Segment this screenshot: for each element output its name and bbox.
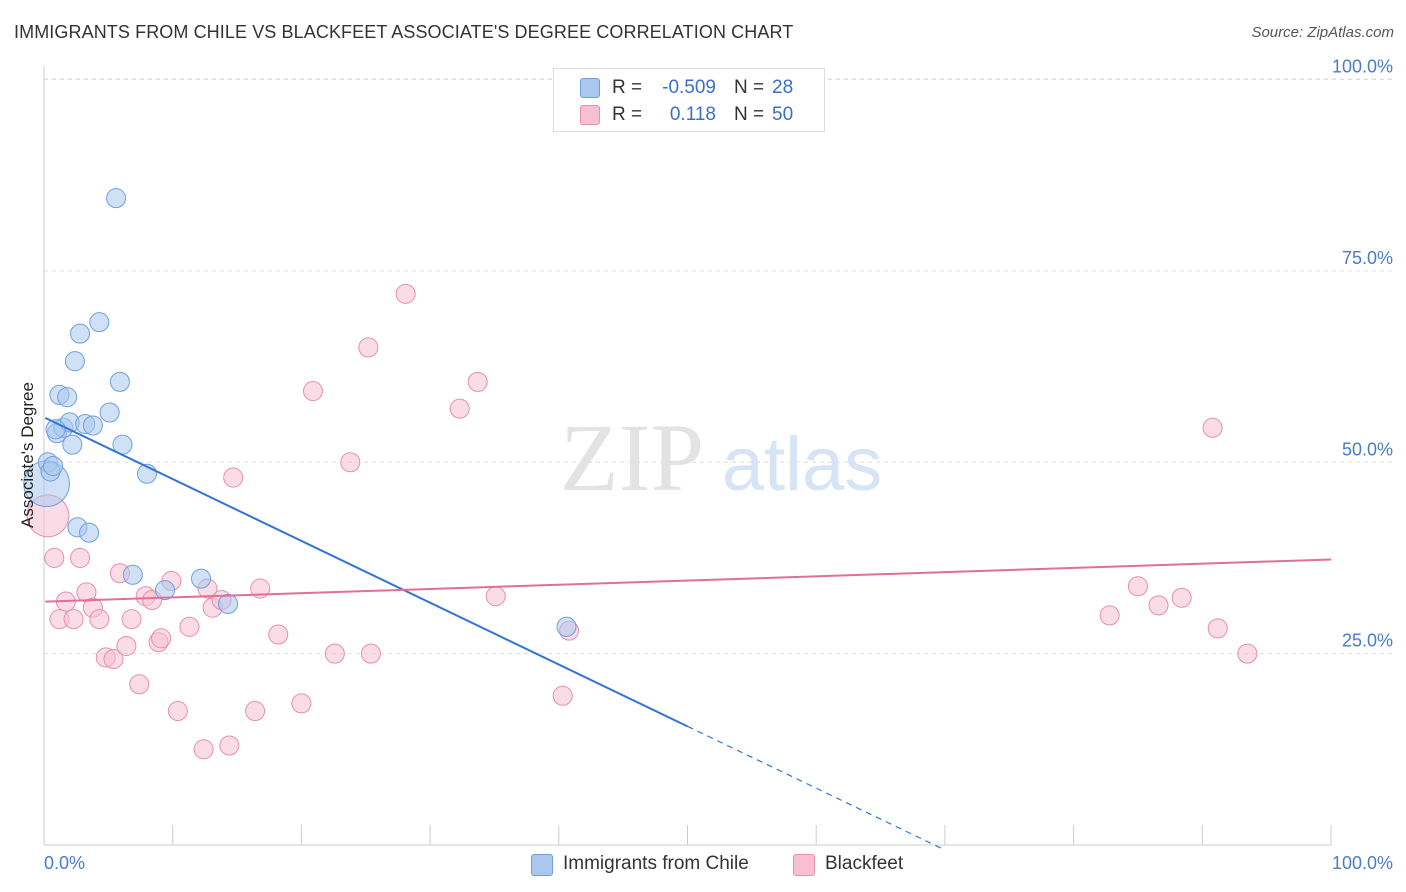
chile-point [42,456,64,477]
chile-point [122,564,143,585]
blackfeet-point [1171,587,1192,608]
blackfeet-point [63,609,84,630]
blackfeet-point [1202,417,1223,438]
blackfeet-point [129,674,150,695]
chile-point [154,580,176,601]
chile-point [79,522,100,543]
series-legend: Immigrants from Chile Blackfeet [0,852,1406,878]
legend-label-chile: Immigrants from Chile [563,853,749,874]
chile-points [23,188,577,637]
legend-n-value: 28 [772,77,794,98]
chart-title: IMMIGRANTS FROM CHILE VS BLACKFEET ASSOC… [14,22,794,42]
chile-trend-extension [687,725,946,851]
blackfeet-point [250,578,271,599]
blackfeet-point [467,371,488,392]
chile-point [556,616,577,637]
blackfeet-point [268,624,289,645]
blackfeet-point [245,701,266,722]
legend-n-label: N = [734,104,765,125]
blackfeet-point [223,467,244,488]
legend-swatch-blackfeet [580,105,600,125]
chile-point [62,434,83,455]
blackfeet-point [358,337,379,358]
blackfeet-point [151,628,172,649]
blackfeet-point [449,398,470,419]
blackfeet-point [340,452,361,473]
blackfeet-point [103,648,124,670]
legend-n-value: 50 [772,104,794,125]
y-tick-label: 25.0% [1342,631,1393,651]
blackfeet-point [395,283,416,304]
blackfeet-point [302,381,324,402]
axes [43,66,1332,846]
blackfeet-point [1148,595,1169,616]
blackfeet-point [324,643,345,664]
chile-point [89,312,110,333]
blackfeet-points [26,283,1258,760]
legend-row-chile: R = -0.509 N = 28 [554,75,824,99]
legend-swatch-blackfeet [793,854,815,876]
blackfeet-point [193,739,214,760]
y-axis-label: Associate's Degree [18,382,37,528]
blackfeet-point [1099,605,1120,626]
watermark-atlas: atlas [722,422,883,507]
chile-point [190,568,212,589]
blackfeet-point [179,616,200,637]
blackfeet-point [219,735,240,756]
legend-n-label: N = [734,77,765,98]
y-tick-label: 100.0% [1332,57,1393,77]
blackfeet-point [552,685,573,706]
chile-point [99,402,120,423]
chile-trend-line [44,416,688,728]
y-tick-label: 75.0% [1342,248,1393,268]
trend-lines [44,416,1332,851]
blackfeet-point [1237,643,1258,664]
legend-r-value: 0.118 [669,104,716,125]
source-label: Source: ZipAtlas.com [1251,24,1394,41]
chile-point [57,387,78,408]
blackfeet-point [1207,618,1228,639]
watermark: ZIP atlas [560,404,882,511]
chile-point [70,323,91,344]
blackfeet-trend-line [45,558,1332,603]
tick-labels: 100.0% 75.0% 50.0% 25.0% 0.0% 100.0% [44,57,1393,874]
legend-r-value: -0.509 [662,77,716,98]
x-tick-label: 100.0% [1332,853,1393,873]
correlation-legend: R = -0.509 N = 28 R = 0.118 N = 50 [553,68,825,132]
blackfeet-point [360,643,381,664]
blackfeet-point [1127,576,1148,597]
legend-r-label: R = [612,77,643,98]
blackfeet-point [70,547,91,568]
blackfeet-point [121,609,142,630]
blackfeet-point [116,635,137,656]
blackfeet-point [89,609,110,630]
blackfeet-point [485,586,506,607]
chile-point [106,188,127,209]
legend-swatch-chile [580,78,600,98]
y-tick-label: 50.0% [1342,439,1393,459]
chile-point [218,593,239,614]
chile-point [64,351,85,372]
watermark-zip: ZIP [560,404,704,511]
legend-r-label: R = [612,104,643,125]
blackfeet-point [44,547,65,568]
blackfeet-point [291,693,312,714]
blackfeet-point [167,701,188,722]
chile-point [82,415,103,436]
legend-row-blackfeet: R = 0.118 N = 50 [554,102,824,126]
x-tick-label: 0.0% [44,853,85,873]
legend-label-blackfeet: Blackfeet [825,853,904,874]
chile-point [109,371,130,392]
legend-swatch-chile [531,854,553,876]
gridlines [44,78,1394,655]
